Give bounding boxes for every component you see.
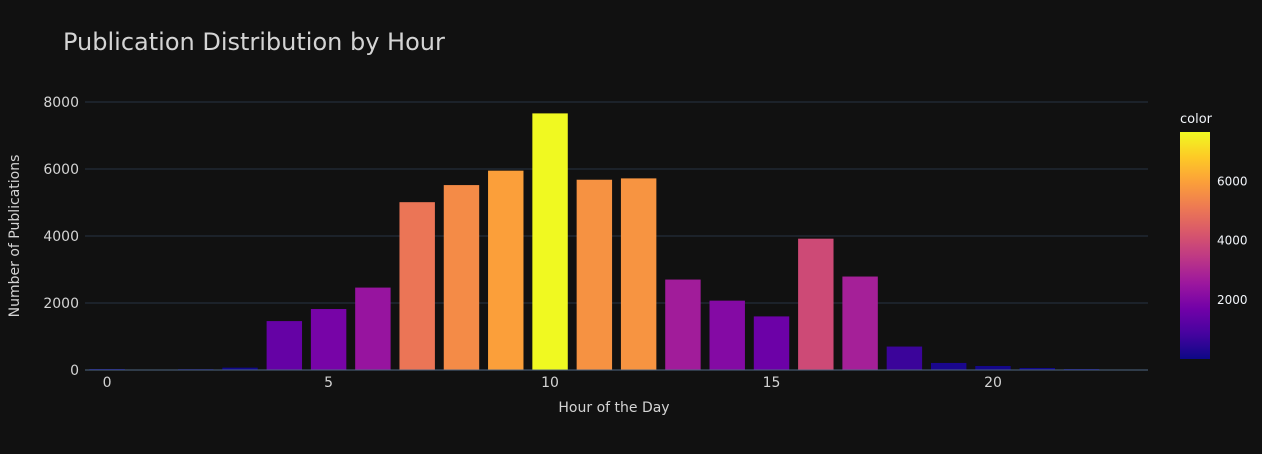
colorbar-tick-label: 2000: [1217, 293, 1248, 307]
y-tick-label: 4000: [43, 229, 79, 245]
colorbar-title: color: [1180, 112, 1213, 127]
colorbar-tick-labels: 2000 4000 6000: [1217, 174, 1248, 307]
bar-hour-15[interactable]: [753, 316, 790, 370]
bar-hour-14[interactable]: [709, 300, 745, 370]
y-tick-label: 0: [70, 363, 79, 379]
y-tick-labels: 0 2000 4000 6000 8000: [43, 95, 79, 379]
x-tick-label: 0: [103, 375, 112, 391]
chart-title: Publication Distribution by Hour: [63, 28, 445, 56]
bar-hour-9[interactable]: [488, 170, 524, 370]
x-tick-labels: 0 5 10 15 20: [103, 375, 1002, 391]
x-tick-label: 15: [763, 375, 781, 391]
bar-hour-3[interactable]: [222, 367, 258, 370]
y-axis-label: Number of Publications: [7, 155, 23, 318]
bar-hour-10[interactable]: [532, 113, 568, 370]
colorbar-tick-label: 4000: [1217, 234, 1248, 248]
bar-hour-20[interactable]: [975, 365, 1011, 370]
x-axis-label: Hour of the Day: [558, 400, 669, 416]
bar-hour-13[interactable]: [665, 279, 701, 370]
bar-hour-6[interactable]: [355, 287, 391, 370]
bar-hour-4[interactable]: [266, 321, 303, 370]
y-tick-label: 8000: [43, 95, 79, 111]
y-tick-label: 2000: [43, 296, 79, 312]
x-tick-label: 5: [324, 375, 333, 391]
bar-hour-21[interactable]: [1019, 367, 1055, 370]
bar-hour-11[interactable]: [576, 179, 613, 370]
gridlines: [85, 101, 1148, 304]
bar-hour-16[interactable]: [798, 238, 834, 370]
bar-hour-5[interactable]: [310, 309, 347, 370]
bars: [85, 113, 1148, 371]
x-tick-label: 10: [541, 375, 559, 391]
bar-hour-7[interactable]: [399, 202, 435, 370]
bar-hour-12[interactable]: [620, 178, 657, 370]
colorbar-tick-label: 6000: [1217, 174, 1248, 188]
colorbar: [1180, 132, 1210, 359]
bar-hour-19[interactable]: [930, 362, 967, 370]
bar-hour-17[interactable]: [842, 276, 878, 370]
bar-hour-8[interactable]: [443, 185, 480, 370]
x-tick-label: 20: [984, 375, 1002, 391]
y-tick-label: 6000: [43, 162, 79, 178]
bar-hour-18[interactable]: [886, 346, 923, 370]
